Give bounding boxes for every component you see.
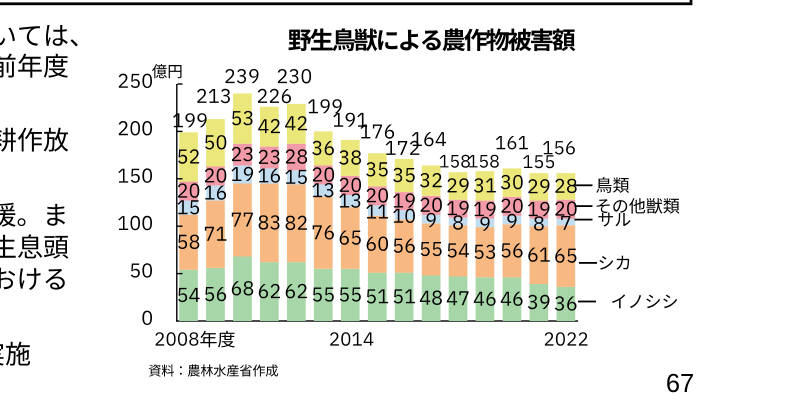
svg-text:67: 67 xyxy=(666,370,694,398)
